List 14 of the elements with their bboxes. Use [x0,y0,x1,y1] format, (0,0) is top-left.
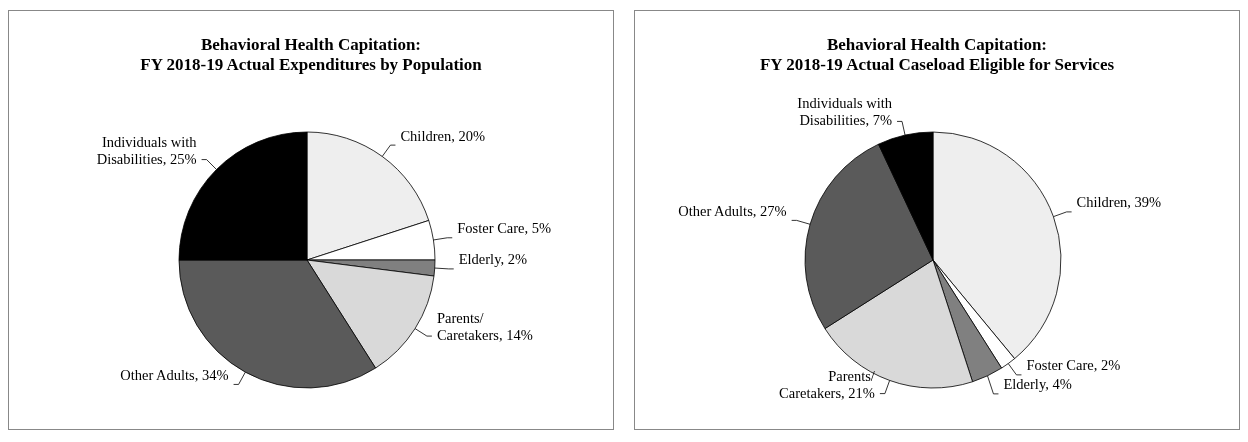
chart-title: Behavioral Health Capitation: FY 2018-19 Actual Caseload Eligible for Services [759,35,1115,74]
chart-title: Behavioral Health Capitation: FY 2018-19 Actual Expenditures by Population [140,35,483,74]
slice-label: Parents/ Caretakers, 21% [779,367,876,401]
slice-label: Children, 39% [1076,194,1162,211]
legend-label: Elderly, 4% [1003,376,1072,393]
slice-label: Foster Care, 5% [457,220,552,237]
slice-label: Parents/ Caretakers, 14% [436,310,533,344]
slice-label: Children, 20% [400,127,486,144]
slice-label: Elderly, 2% [458,251,528,268]
slice-label: Other Adults, 27% [678,202,787,219]
slice-label: Other Adults, 34% [120,366,229,383]
slice-label: Individuals with Disabilities, 7% [797,95,893,129]
slice-label: Individuals with Disabilities, 25% [96,133,198,167]
slice-label: Foster Care, 2% [1026,357,1121,374]
